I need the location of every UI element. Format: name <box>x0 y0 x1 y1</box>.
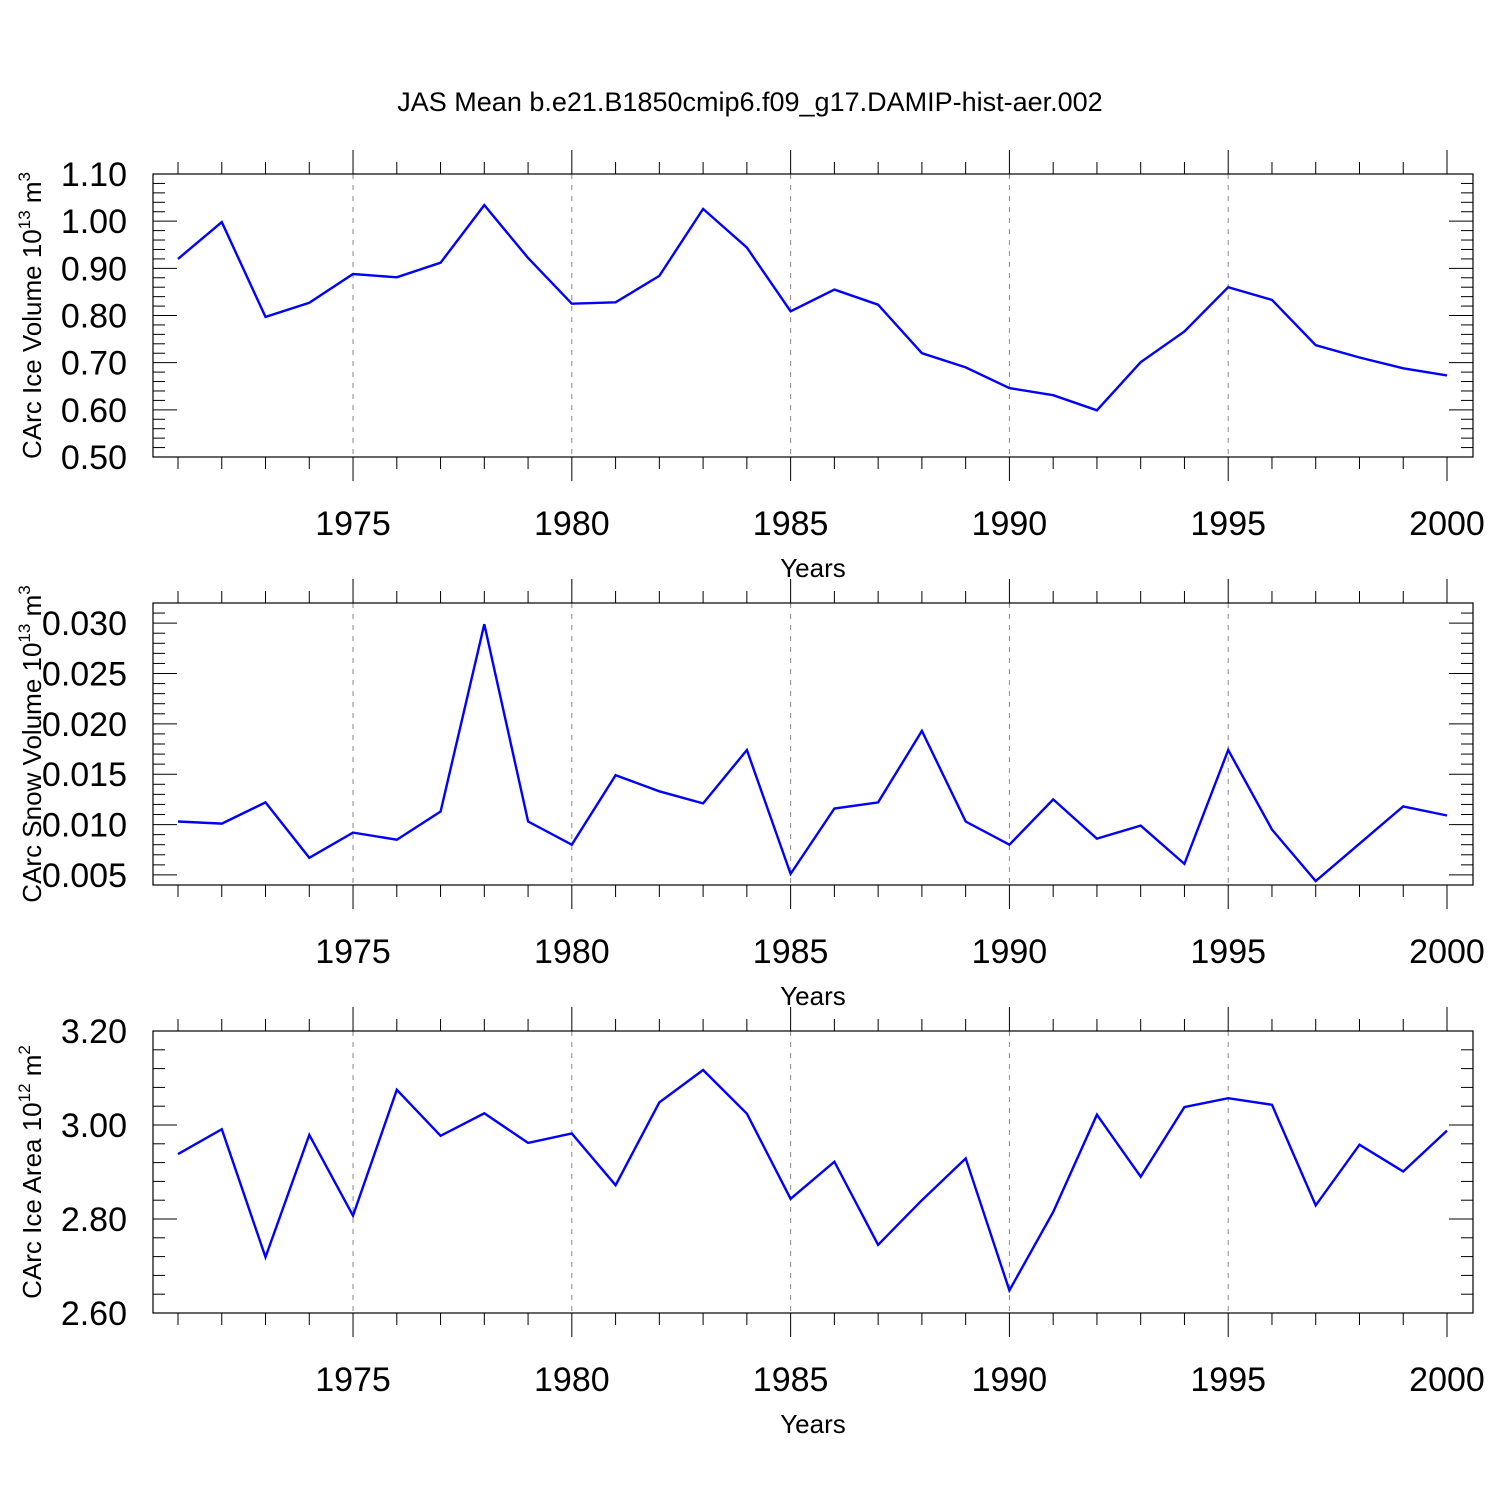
x-tick-label: 1990 <box>972 933 1048 971</box>
series-line <box>177 623 1448 883</box>
series-line <box>177 203 1448 412</box>
y-tick-label: 0.90 <box>61 250 127 288</box>
series-line <box>177 1068 1448 1294</box>
y-axis-title-unit-exp: 2 <box>15 1045 34 1054</box>
panel-1: 1975 1980 1985 1990 1995 2000 0.50 0.60 0.70 0.80… <box>15 150 1485 583</box>
y-axis-title-exp: 12 <box>15 1083 34 1102</box>
y-tick-label: 0.80 <box>61 298 127 336</box>
y-tick-label: 0.025 <box>42 656 127 694</box>
y-axis-title-prefix: CArc Ice Volume 10 <box>17 229 47 459</box>
x-tick-label: 1980 <box>534 505 610 543</box>
x-tick-label: 1980 <box>534 1361 610 1399</box>
x-tick-label: 1980 <box>534 933 610 971</box>
y-axis-title: CArc Snow Volume 1013 m3 <box>15 585 47 902</box>
y-axis-title: CArc Ice Area 1012 m2 <box>15 1045 47 1299</box>
y-tick-label: 0.005 <box>42 857 127 895</box>
y-tick-label: 0.030 <box>42 605 127 643</box>
y-axis-title-exp: 13 <box>15 210 34 229</box>
y-tick-label: 2.80 <box>61 1201 127 1239</box>
y-tick-label: 0.70 <box>61 345 127 383</box>
y-axis-title-exp: 13 <box>15 624 34 643</box>
x-tick-label: 1990 <box>972 505 1048 543</box>
y-tick-label: 0.020 <box>42 706 127 744</box>
x-axis-title: Years <box>780 981 846 1011</box>
y-tick-label: 3.00 <box>61 1107 127 1145</box>
x-tick-label: 1985 <box>753 1361 829 1399</box>
y-axis-title-unit: m <box>17 1055 47 1084</box>
y-tick-label: 2.60 <box>61 1295 127 1333</box>
plot-frame <box>152 602 1474 886</box>
panels: 1975 1980 1985 1990 1995 2000 0.50 0.60 0.70 0.80… <box>15 150 1485 1439</box>
y-tick-label: 1.10 <box>61 156 127 194</box>
x-tick-label: 2000 <box>1409 505 1485 543</box>
plot-frame <box>152 173 1474 458</box>
plot-frame <box>152 1030 1474 1314</box>
y-axis-title-prefix: CArc Snow Volume 10 <box>17 643 47 903</box>
y-tick-label: 0.010 <box>42 807 127 845</box>
y-axis-title-prefix: CArc Ice Area 10 <box>17 1102 47 1299</box>
chart-title: JAS Mean b.e21.B1850cmip6.f09_g17.DAMIP-… <box>397 87 1102 117</box>
y-axis-title-unit: m <box>17 181 47 210</box>
y-axis-title-unit: m <box>17 595 47 624</box>
y-axis-title-unit-exp: 3 <box>15 172 34 181</box>
x-axis-title: Years <box>780 1409 846 1439</box>
panel-3: 1975 1980 1985 1990 1995 2000 2.60 2.80 3.00 3.20… <box>15 1007 1485 1439</box>
x-tick-label: 1995 <box>1190 505 1266 543</box>
y-tick-label: 0.50 <box>61 439 127 477</box>
y-axis-title: CArc Ice Volume 1013 m3 <box>15 172 47 459</box>
y-tick-label: 1.00 <box>61 203 127 241</box>
x-tick-label: 1990 <box>972 1361 1048 1399</box>
x-tick-label: 1975 <box>315 933 391 971</box>
x-tick-label: 1975 <box>315 1361 391 1399</box>
x-tick-label: 1985 <box>753 933 829 971</box>
y-tick-label: 0.60 <box>61 392 127 430</box>
x-tick-label: 2000 <box>1409 933 1485 971</box>
x-tick-label: 1975 <box>315 505 391 543</box>
y-tick-label: 3.20 <box>61 1013 127 1051</box>
x-tick-label: 1985 <box>753 505 829 543</box>
y-tick-label: 0.015 <box>42 756 127 794</box>
x-tick-label: 2000 <box>1409 1361 1485 1399</box>
x-tick-label: 1995 <box>1190 1361 1266 1399</box>
x-tick-label: 1995 <box>1190 933 1266 971</box>
x-axis-title: Years <box>780 553 846 583</box>
y-axis-title-unit-exp: 3 <box>15 585 34 594</box>
panel-2: 1975 1980 1985 1990 1995 2000 0.005 0.010 0.015 0… <box>15 579 1485 1011</box>
